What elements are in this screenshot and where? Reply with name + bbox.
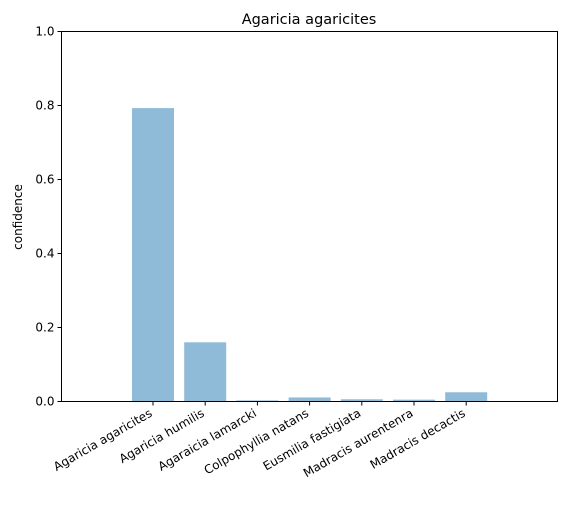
bar-2 <box>184 342 227 402</box>
y-axis-ticks: 0.0 0.2 0.4 0.6 0.8 1.0 <box>35 25 62 409</box>
bar-5 <box>340 399 383 402</box>
bar-6 <box>393 399 435 402</box>
bars-group <box>132 108 488 402</box>
x-tick-label: Madracis decactis <box>368 406 468 472</box>
bar-4 <box>288 397 331 402</box>
bar-1 <box>132 108 174 402</box>
bar-3 <box>236 400 279 402</box>
y-tick-label: 0.2 <box>35 321 54 335</box>
x-tick-label: Agaricia agaricites <box>51 406 154 474</box>
y-axis-label: confidence <box>11 184 25 250</box>
chart-title: Agaricia agaricites <box>242 12 377 28</box>
plot-frame <box>61 31 558 402</box>
bar-7 <box>445 392 488 402</box>
y-tick-label: 0.6 <box>35 173 54 187</box>
y-tick-label: 0.4 <box>35 247 54 261</box>
y-tick-label: 0.0 <box>35 395 54 409</box>
y-tick-label: 0.8 <box>35 99 54 113</box>
y-tick-label: 1.0 <box>35 25 54 39</box>
